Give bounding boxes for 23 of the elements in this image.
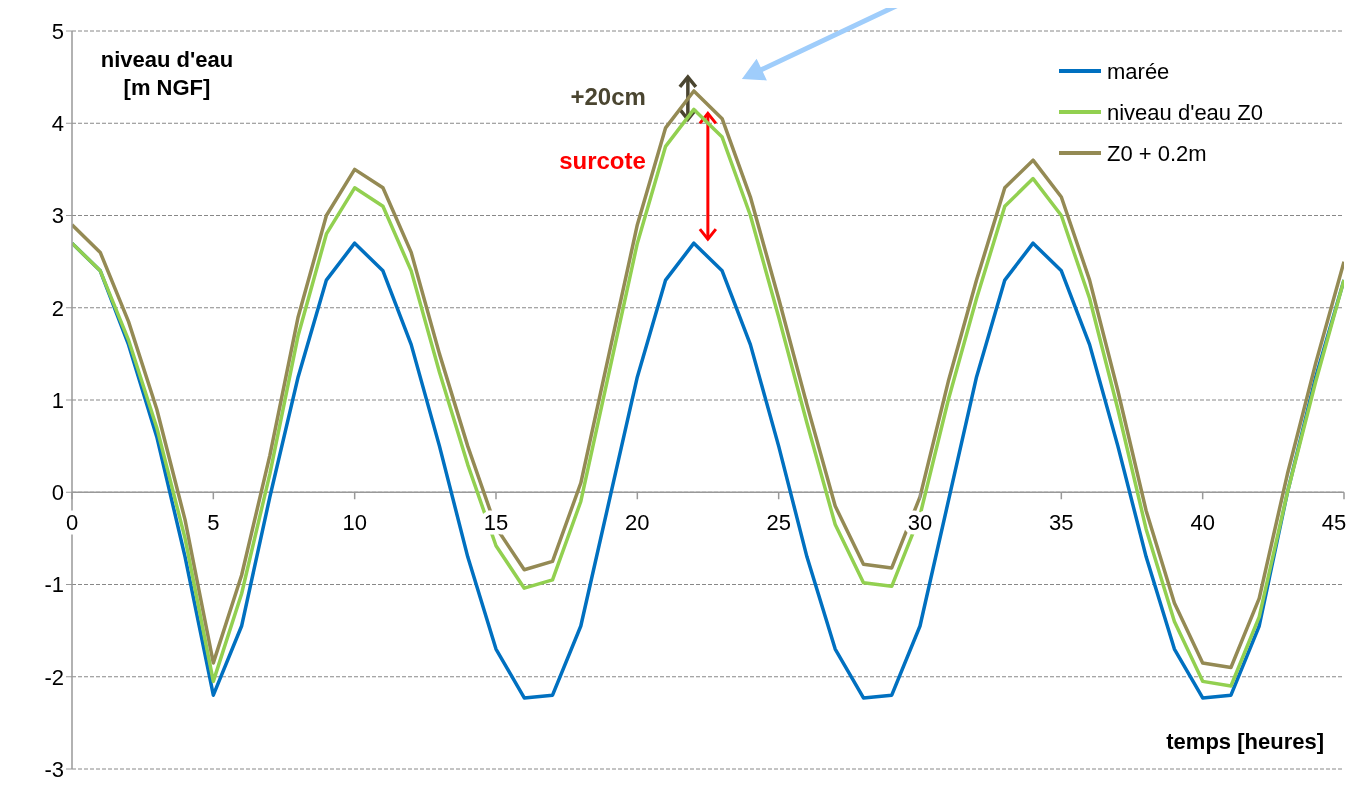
x-tick-label: 20 — [625, 510, 650, 536]
x-tick-label: 40 — [1190, 510, 1215, 536]
y-tick-label: 0 — [51, 480, 64, 506]
legend-label: Z0 + 0.2m — [1107, 141, 1207, 166]
legend-label: niveau d'eau Z0 — [1107, 100, 1263, 125]
y-tick-label: -3 — [44, 756, 64, 782]
y-tick-label: -2 — [44, 664, 64, 690]
legend-label: marée — [1107, 59, 1170, 84]
y-tick-label: 2 — [51, 295, 64, 321]
y-tick-label: 5 — [51, 18, 64, 44]
annotation: surcote — [559, 147, 646, 175]
y-tick-label: 1 — [51, 387, 64, 413]
x-axis-title: temps [heures] — [1166, 729, 1324, 754]
x-tick-label: 5 — [207, 510, 220, 536]
annotation: +20cm — [570, 82, 646, 110]
x-tick-label: 10 — [342, 510, 367, 536]
y-tick-label: 4 — [51, 111, 64, 137]
y-tick-label: -1 — [44, 572, 64, 598]
y-tick-label: 3 — [51, 203, 64, 229]
x-tick-label: 35 — [1049, 510, 1074, 536]
x-tick-label: 45 — [1321, 510, 1347, 536]
y-axis-title: niveau d'eau [m NGF] — [100, 47, 234, 100]
x-tick-label: 25 — [766, 510, 791, 536]
